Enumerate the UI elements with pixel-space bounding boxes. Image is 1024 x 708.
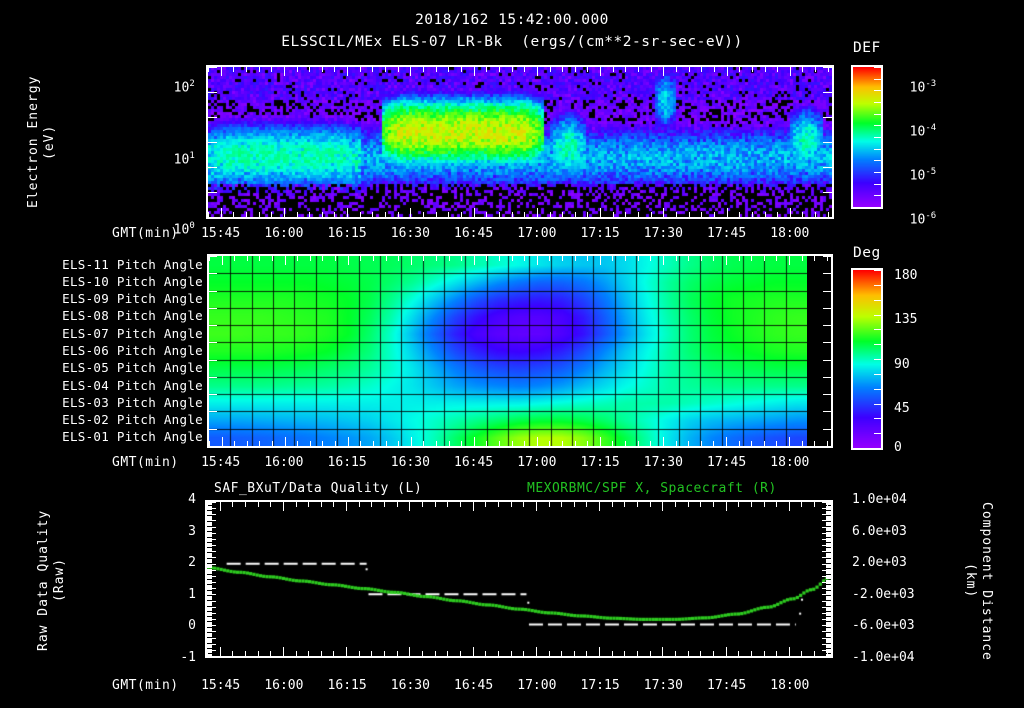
xtick-label: 16:30	[390, 226, 430, 241]
panel3-ytick-right: 6.0e+03	[852, 523, 907, 539]
panel2-row-label: ELS-06 Pitch Angle	[62, 343, 203, 358]
panel2-row-label: ELS-09 Pitch Angle	[62, 291, 203, 307]
xtick-label: 17:00	[517, 226, 557, 241]
xtick-label: 17:45	[707, 678, 747, 693]
xtick-label: 17:30	[643, 678, 683, 693]
xtick-label: 17:30	[643, 455, 683, 470]
colorbar-deg-title: Deg	[853, 245, 881, 261]
panel2-frame	[207, 254, 833, 448]
xtick-label: 16:45	[454, 226, 494, 241]
panel3-ytick-right: -6.0e+03	[852, 618, 915, 634]
panel3-ytick-left: 3	[188, 523, 196, 539]
xtick-label: 16:15	[327, 226, 367, 241]
xtick-label: 17:45	[707, 455, 747, 470]
colorbar-deg-frame	[851, 268, 883, 450]
xtick-label: 16:00	[264, 226, 304, 241]
panel2-row-label: ELS-10 Pitch Angle	[62, 273, 203, 289]
xtick-label: 16:00	[264, 455, 304, 470]
colorbar-def-title: DEF	[853, 40, 881, 56]
data-quality-plot	[205, 500, 833, 658]
colorbar-deg-tick-180: 180	[894, 268, 918, 283]
panel3-axis-ticks	[205, 500, 833, 658]
panel3-frame	[205, 500, 833, 658]
panel3-ytick-left: 1	[188, 586, 196, 602]
colorbar-def-tick-2: 10-5	[909, 167, 937, 184]
xtick-label: 18:00	[770, 678, 810, 693]
panel2-row-labels: ELS-11 Pitch Angle ELS-10 Pitch Angle ELS-…	[0, 250, 205, 455]
panel3-title-left: SAF_BXuT/Data Quality (L)	[214, 481, 423, 496]
panel1-frame	[206, 65, 834, 219]
colorbar-deg-tick-45: 45	[894, 401, 910, 416]
xtick-label: 15:45	[201, 455, 241, 470]
panel1-xtick-labels: 15:45 16:00 16:15 16:30 16:45 17:00 17:15 17:30…	[0, 226, 1024, 242]
page-title: 2018/162 15:42:00.000	[415, 12, 609, 28]
pitch-angle-grid	[209, 256, 807, 446]
xtick-label: 17:00	[517, 678, 557, 693]
panel2-xlabel: GMT(min)	[112, 455, 179, 470]
panel3-ytick-left: 2	[188, 555, 196, 571]
xtick-label: 16:30	[390, 455, 430, 470]
panel1-ytick-1: 100	[173, 221, 195, 238]
page-subtitle: ELSSCIL/MEx ELS-07 LR-Bk (ergs/(cm**2-sr…	[281, 34, 743, 50]
xtick-label: 15:45	[201, 678, 241, 693]
xtick-label: 17:15	[580, 678, 620, 693]
panel2-row-label: ELS-11 Pitch Angle	[62, 256, 203, 272]
colorbar-def-tick-3: 10-6	[909, 211, 937, 228]
panel2-xtick-labels: 15:45 16:00 16:15 16:30 16:45 17:00 17:15 17:30…	[0, 455, 1024, 471]
colorbar-def-frame	[851, 65, 883, 209]
colorbar-deg-ticks	[851, 268, 883, 450]
panel2-row-label: ELS-03 Pitch Angle	[62, 394, 203, 410]
xtick-label: 17:15	[580, 455, 620, 470]
panel2-row-label: ELS-02 Pitch Angle	[62, 412, 203, 428]
xtick-label: 16:15	[327, 678, 367, 693]
xtick-label: 16:45	[454, 455, 494, 470]
panel3-ylabel-right: Component Distance (km)	[963, 501, 994, 661]
panel3-title-right: MEXORBMC/SPF X, Spacecraft (R)	[527, 481, 777, 496]
xtick-label: 16:00	[264, 678, 304, 693]
colorbar-deg-tick-0: 0	[894, 440, 902, 455]
panel3-ytick-right: -2.0e+03	[852, 586, 915, 602]
xtick-label: 18:00	[770, 226, 810, 241]
panel1-ytick-10: 101	[173, 151, 195, 168]
panel3-ytick-left: 4	[188, 492, 196, 507]
panel3-ytick-labels-left: 4 3 2 1 0 -1	[150, 492, 200, 665]
panel1-ytick-100: 102	[173, 79, 195, 96]
panel2-row-label: ELS-05 Pitch Angle	[62, 360, 203, 376]
panel2-row-label: ELS-04 Pitch Angle	[62, 377, 203, 393]
xtick-label: 16:15	[327, 455, 367, 470]
panel3-ytick-left: 0	[188, 618, 196, 634]
panel3-ylabel-left: Raw Data Quality (Raw)	[36, 509, 67, 651]
panel1-axis-ticks	[206, 65, 834, 219]
panel2-row-label: ELS-01 Pitch Angle	[62, 429, 203, 445]
colorbar-deg-tick-135: 135	[894, 312, 918, 327]
panel1-ylabel: Electron Energy (eV)	[26, 75, 57, 209]
colorbar-def-ticks	[851, 65, 883, 209]
xtick-label: 17:30	[643, 226, 683, 241]
xtick-label: 17:45	[707, 226, 747, 241]
panel2-row-label: ELS-08 Pitch Angle	[62, 308, 203, 324]
xtick-label: 18:00	[770, 455, 810, 470]
electron-energy-spectrogram	[208, 67, 832, 217]
panel3-ytick-right: 1.0e+04	[852, 492, 907, 507]
xtick-label: 16:30	[390, 678, 430, 693]
xtick-label: 16:45	[454, 678, 494, 693]
panel3-ytick-labels-right: 1.0e+04 6.0e+03 2.0e+03 -2.0e+03 -6.0e+03 -1.…	[842, 492, 952, 665]
xtick-label: 17:15	[580, 226, 620, 241]
panel3-ytick-right: -1.0e+04	[852, 650, 915, 665]
panel2-axis-ticks	[207, 254, 833, 448]
colorbar-def-tick-1: 10-4	[909, 123, 937, 140]
panel3-ytick-left: -1	[180, 650, 196, 665]
panel1-xlabel: GMT(min)	[112, 226, 179, 241]
panel2-row-label: ELS-07 Pitch Angle	[62, 325, 203, 341]
xtick-label: 17:00	[517, 455, 557, 470]
panel3-ytick-right: 2.0e+03	[852, 555, 907, 571]
colorbar-deg-tick-90: 90	[894, 357, 910, 372]
xtick-label: 15:45	[201, 226, 241, 241]
colorbar-def-tick-0: 10-3	[909, 79, 937, 96]
panel3-xtick-labels: 15:45 16:00 16:15 16:30 16:45 17:00 17:15 17:30…	[0, 678, 1024, 694]
panel3-xlabel: GMT(min)	[112, 678, 179, 693]
